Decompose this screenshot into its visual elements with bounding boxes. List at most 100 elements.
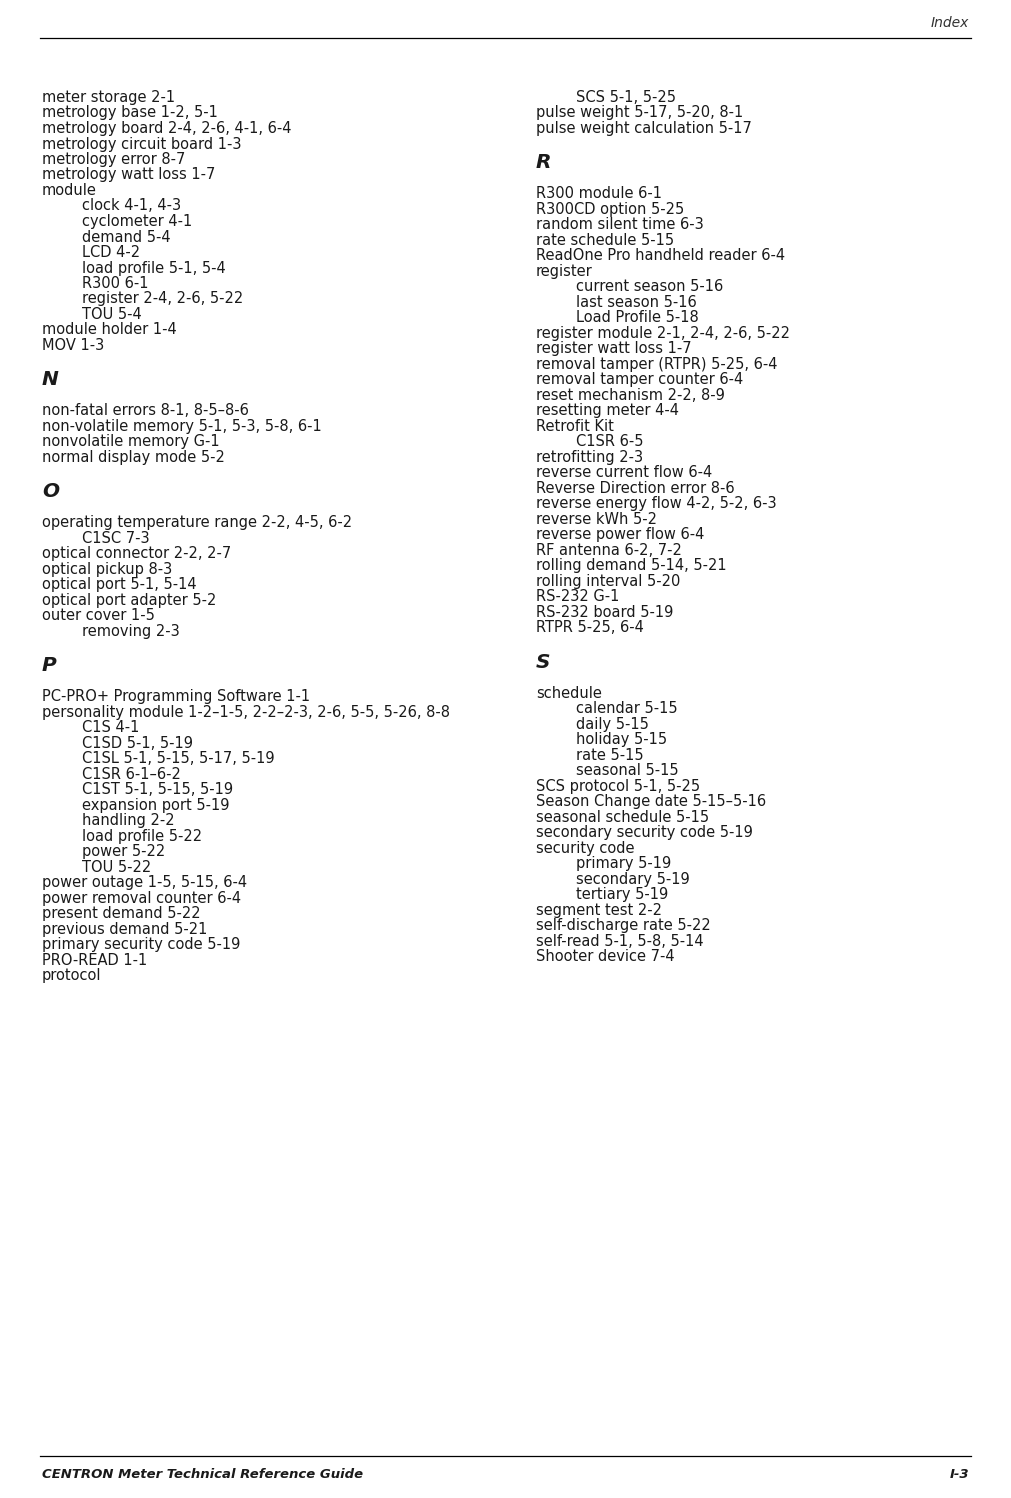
Text: R: R (536, 153, 551, 172)
Text: LCD 4-2: LCD 4-2 (82, 246, 141, 261)
Text: security code: security code (536, 840, 635, 855)
Text: register module 2-1, 2-4, 2-6, 5-22: register module 2-1, 2-4, 2-6, 5-22 (536, 327, 790, 342)
Text: nonvolatile memory G-1: nonvolatile memory G-1 (42, 434, 219, 449)
Text: reverse energy flow 4-2, 5-2, 6-3: reverse energy flow 4-2, 5-2, 6-3 (536, 496, 776, 511)
Text: Shooter device 7-4: Shooter device 7-4 (536, 950, 674, 965)
Text: metrology watt loss 1-7: metrology watt loss 1-7 (42, 168, 215, 183)
Text: reset mechanism 2-2, 8-9: reset mechanism 2-2, 8-9 (536, 388, 725, 403)
Text: outer cover 1-5: outer cover 1-5 (42, 608, 155, 623)
Text: power 5-22: power 5-22 (82, 845, 165, 860)
Text: SCS 5-1, 5-25: SCS 5-1, 5-25 (576, 90, 676, 105)
Text: RS-232 G-1: RS-232 G-1 (536, 590, 620, 605)
Text: Season Change date 5-15–5-16: Season Change date 5-15–5-16 (536, 794, 766, 809)
Text: metrology board 2-4, 2-6, 4-1, 6-4: metrology board 2-4, 2-6, 4-1, 6-4 (42, 121, 291, 136)
Text: N: N (42, 370, 59, 389)
Text: TOU 5-22: TOU 5-22 (82, 860, 152, 875)
Text: resetting meter 4-4: resetting meter 4-4 (536, 403, 679, 418)
Text: removal tamper (RTPR) 5-25, 6-4: removal tamper (RTPR) 5-25, 6-4 (536, 357, 777, 372)
Text: P: P (42, 656, 57, 676)
Text: optical port 5-1, 5-14: optical port 5-1, 5-14 (42, 577, 196, 592)
Text: previous demand 5-21: previous demand 5-21 (42, 921, 207, 936)
Text: RS-232 board 5-19: RS-232 board 5-19 (536, 605, 673, 620)
Text: C1SC 7-3: C1SC 7-3 (82, 530, 150, 545)
Text: operating temperature range 2-2, 4-5, 6-2: operating temperature range 2-2, 4-5, 6-… (42, 515, 352, 530)
Text: rolling demand 5-14, 5-21: rolling demand 5-14, 5-21 (536, 559, 727, 574)
Text: cyclometer 4-1: cyclometer 4-1 (82, 214, 192, 229)
Text: Load Profile 5-18: Load Profile 5-18 (576, 310, 699, 325)
Text: power removal counter 6-4: power removal counter 6-4 (42, 891, 242, 906)
Text: reverse power flow 6-4: reverse power flow 6-4 (536, 527, 705, 542)
Text: non-fatal errors 8-1, 8-5–8-6: non-fatal errors 8-1, 8-5–8-6 (42, 403, 249, 418)
Text: demand 5-4: demand 5-4 (82, 229, 171, 244)
Text: random silent time 6-3: random silent time 6-3 (536, 217, 704, 232)
Text: C1S 4-1: C1S 4-1 (82, 721, 140, 736)
Text: power outage 1-5, 5-15, 6-4: power outage 1-5, 5-15, 6-4 (42, 875, 247, 890)
Text: C1ST 5-1, 5-15, 5-19: C1ST 5-1, 5-15, 5-19 (82, 782, 234, 797)
Text: Index: Index (930, 16, 969, 30)
Text: Reverse Direction error 8-6: Reverse Direction error 8-6 (536, 481, 735, 496)
Text: R300 6-1: R300 6-1 (82, 276, 149, 291)
Text: rate 5-15: rate 5-15 (576, 748, 644, 762)
Text: RTPR 5-25, 6-4: RTPR 5-25, 6-4 (536, 620, 644, 635)
Text: seasonal 5-15: seasonal 5-15 (576, 764, 678, 779)
Text: R300CD option 5-25: R300CD option 5-25 (536, 202, 684, 217)
Text: segment test 2-2: segment test 2-2 (536, 903, 662, 918)
Text: load profile 5-1, 5-4: load profile 5-1, 5-4 (82, 261, 225, 276)
Text: load profile 5-22: load profile 5-22 (82, 828, 202, 843)
Text: retrofitting 2-3: retrofitting 2-3 (536, 449, 643, 464)
Text: SCS protocol 5-1, 5-25: SCS protocol 5-1, 5-25 (536, 779, 701, 794)
Text: handling 2-2: handling 2-2 (82, 813, 175, 828)
Text: register watt loss 1-7: register watt loss 1-7 (536, 342, 692, 357)
Text: primary 5-19: primary 5-19 (576, 857, 671, 872)
Text: rate schedule 5-15: rate schedule 5-15 (536, 234, 674, 249)
Text: C1SD 5-1, 5-19: C1SD 5-1, 5-19 (82, 736, 193, 750)
Text: pulse weight calculation 5-17: pulse weight calculation 5-17 (536, 121, 752, 136)
Text: holiday 5-15: holiday 5-15 (576, 733, 667, 748)
Text: current season 5-16: current season 5-16 (576, 280, 723, 295)
Text: secondary 5-19: secondary 5-19 (576, 872, 690, 887)
Text: S: S (536, 653, 551, 671)
Text: optical port adapter 5-2: optical port adapter 5-2 (42, 593, 216, 608)
Text: metrology base 1-2, 5-1: metrology base 1-2, 5-1 (42, 105, 218, 120)
Text: CENTRON Meter Technical Reference Guide: CENTRON Meter Technical Reference Guide (42, 1468, 363, 1482)
Text: clock 4-1, 4-3: clock 4-1, 4-3 (82, 199, 181, 214)
Text: module holder 1-4: module holder 1-4 (42, 322, 177, 337)
Text: PC-PRO+ Programming Software 1-1: PC-PRO+ Programming Software 1-1 (42, 689, 310, 704)
Text: removing 2-3: removing 2-3 (82, 625, 180, 640)
Text: primary security code 5-19: primary security code 5-19 (42, 938, 241, 953)
Text: C1SR 6-5: C1SR 6-5 (576, 434, 643, 449)
Text: rolling interval 5-20: rolling interval 5-20 (536, 574, 680, 589)
Text: R300 module 6-1: R300 module 6-1 (536, 186, 662, 201)
Text: metrology error 8-7: metrology error 8-7 (42, 151, 185, 166)
Text: I-3: I-3 (949, 1468, 969, 1482)
Text: secondary security code 5-19: secondary security code 5-19 (536, 825, 753, 840)
Text: calendar 5-15: calendar 5-15 (576, 701, 677, 716)
Text: reverse kWh 5-2: reverse kWh 5-2 (536, 512, 657, 527)
Text: self-read 5-1, 5-8, 5-14: self-read 5-1, 5-8, 5-14 (536, 933, 704, 948)
Text: C1SL 5-1, 5-15, 5-17, 5-19: C1SL 5-1, 5-15, 5-17, 5-19 (82, 752, 275, 767)
Text: optical pickup 8-3: optical pickup 8-3 (42, 562, 172, 577)
Text: ReadOne Pro handheld reader 6-4: ReadOne Pro handheld reader 6-4 (536, 249, 786, 264)
Text: meter storage 2-1: meter storage 2-1 (42, 90, 175, 105)
Text: module: module (42, 183, 97, 198)
Text: normal display mode 5-2: normal display mode 5-2 (42, 449, 224, 464)
Text: register: register (536, 264, 592, 279)
Text: MOV 1-3: MOV 1-3 (42, 339, 104, 354)
Text: optical connector 2-2, 2-7: optical connector 2-2, 2-7 (42, 547, 232, 562)
Text: RF antenna 6-2, 7-2: RF antenna 6-2, 7-2 (536, 542, 681, 557)
Text: tertiary 5-19: tertiary 5-19 (576, 887, 668, 902)
Text: C1SR 6-1–6-2: C1SR 6-1–6-2 (82, 767, 181, 782)
Text: self-discharge rate 5-22: self-discharge rate 5-22 (536, 918, 711, 933)
Text: protocol: protocol (42, 968, 101, 983)
Text: O: O (42, 482, 59, 500)
Text: PRO-READ 1-1: PRO-READ 1-1 (42, 953, 148, 968)
Text: schedule: schedule (536, 686, 602, 701)
Text: Retrofit Kit: Retrofit Kit (536, 419, 614, 434)
Text: non-volatile memory 5-1, 5-3, 5-8, 6-1: non-volatile memory 5-1, 5-3, 5-8, 6-1 (42, 419, 321, 434)
Text: pulse weight 5-17, 5-20, 8-1: pulse weight 5-17, 5-20, 8-1 (536, 105, 743, 120)
Text: register 2-4, 2-6, 5-22: register 2-4, 2-6, 5-22 (82, 292, 244, 307)
Text: daily 5-15: daily 5-15 (576, 718, 649, 733)
Text: removal tamper counter 6-4: removal tamper counter 6-4 (536, 373, 743, 388)
Text: expansion port 5-19: expansion port 5-19 (82, 798, 229, 813)
Text: seasonal schedule 5-15: seasonal schedule 5-15 (536, 810, 709, 825)
